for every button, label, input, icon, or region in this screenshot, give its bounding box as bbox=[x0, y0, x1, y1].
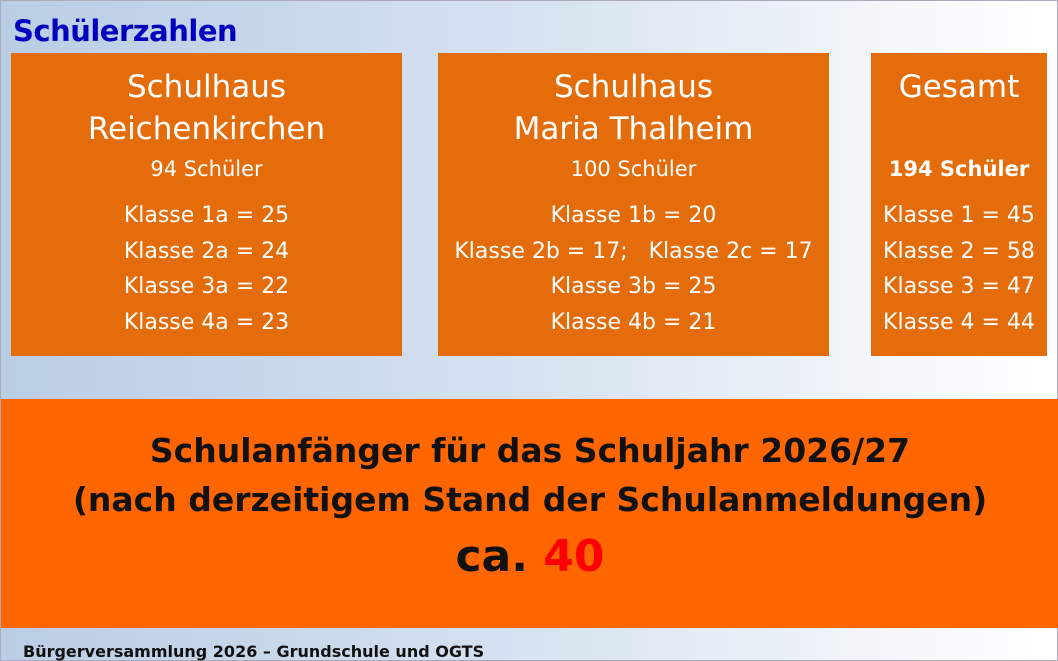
box-heading: Maria Thalheim bbox=[513, 111, 754, 147]
student-count: 94 Schüler bbox=[150, 157, 263, 181]
box-reichenkirchen: Schulhaus Reichenkirchen 94 Schüler Klas… bbox=[11, 53, 402, 356]
class-line: Klasse 2b = 17; Klasse 2c = 17 bbox=[454, 238, 813, 264]
class-line: Klasse 1 = 45 bbox=[883, 203, 1035, 228]
class-line: Klasse 4a = 23 bbox=[123, 309, 290, 335]
box-heading: Gesamt bbox=[898, 69, 1020, 105]
class-line: Klasse 1b = 20 bbox=[550, 203, 717, 228]
footer-text: Bürgerversammlung 2026 – Grundschule und… bbox=[23, 642, 485, 661]
box-heading: Schulhaus bbox=[126, 69, 287, 105]
count-prefix: ca. bbox=[455, 531, 528, 582]
class-line: Klasse 2a = 24 bbox=[123, 238, 290, 264]
banner-line: Schulanfänger für das Schuljahr 2026/27 bbox=[149, 431, 911, 470]
class-line: Klasse 1a = 25 bbox=[123, 203, 290, 228]
box-gesamt: Gesamt 194 Schüler Klasse 1 = 45 Klasse … bbox=[871, 53, 1047, 356]
school-starters-banner: Schulanfänger für das Schuljahr 2026/27 … bbox=[1, 399, 1058, 628]
class-line: Klasse 3 = 47 bbox=[883, 274, 1035, 299]
count-number: 40 bbox=[543, 531, 605, 582]
starter-count: ca. 40 bbox=[1, 528, 1058, 586]
banner-line: (nach derzeitigem Stand der Schulanmeldu… bbox=[72, 480, 988, 519]
class-line: Klasse 4 = 44 bbox=[883, 309, 1035, 335]
class-line: Klasse 3a = 22 bbox=[123, 274, 290, 299]
box-heading: Schulhaus bbox=[553, 69, 714, 105]
class-line: Klasse 3b = 25 bbox=[550, 274, 717, 299]
box-maria-thalheim: Schulhaus Maria Thalheim 100 Schüler Kla… bbox=[438, 53, 829, 356]
class-line: Klasse 2 = 58 bbox=[883, 238, 1035, 264]
class-line: Klasse 4b = 21 bbox=[550, 309, 717, 335]
student-count: 194 Schüler bbox=[888, 157, 1030, 181]
box-heading: Reichenkirchen bbox=[87, 111, 326, 147]
slide-title: Schülerzahlen bbox=[13, 14, 238, 48]
student-count: 100 Schüler bbox=[570, 157, 697, 181]
